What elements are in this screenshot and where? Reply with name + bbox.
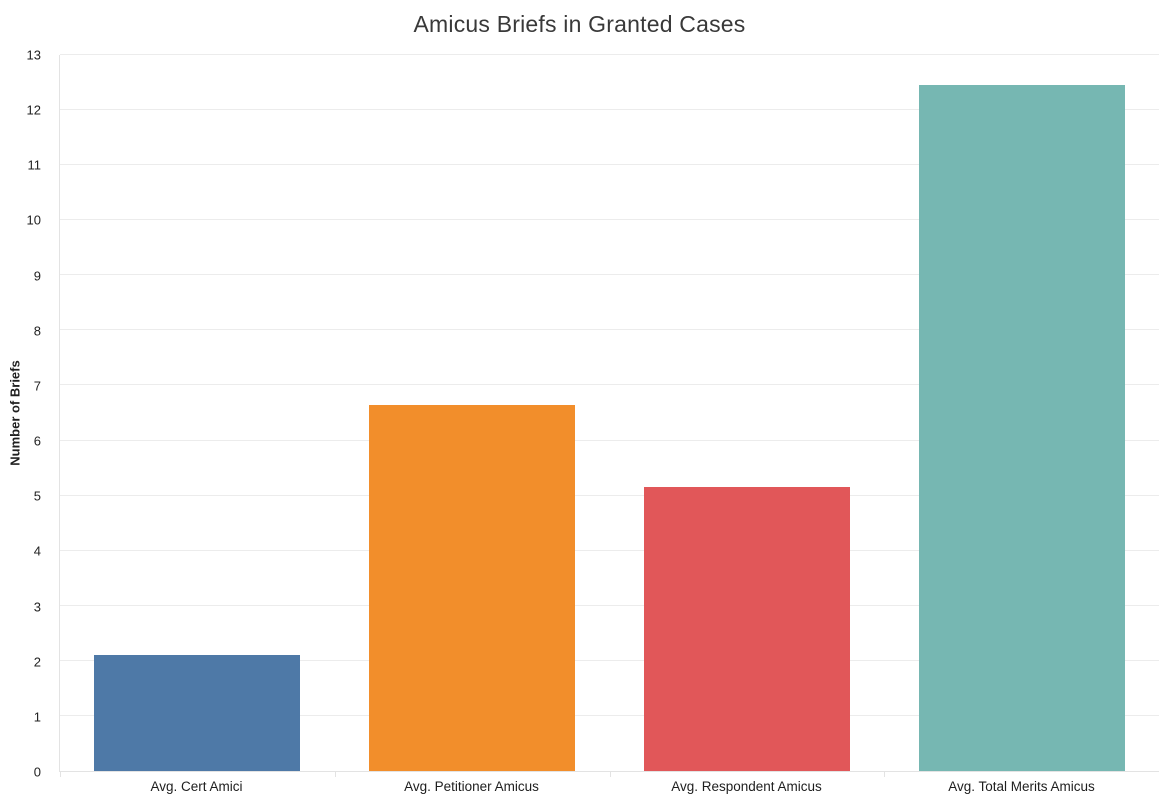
gridline-y-9 <box>60 274 1159 276</box>
gridline-y-13 <box>60 54 1159 55</box>
x-axis-tick <box>334 771 336 777</box>
bar-avg-cert-amici <box>94 655 301 771</box>
gridline-y-1 <box>60 714 1159 716</box>
y-tick-label-12: 12 <box>26 102 41 118</box>
gridline-y-2 <box>60 659 1159 661</box>
y-tick-label-10: 10 <box>26 212 41 228</box>
gridline-y-4 <box>60 549 1159 551</box>
x-category-label-avg-cert-amici: Avg. Cert Amici <box>150 779 243 794</box>
y-tick-label-3: 3 <box>33 599 41 615</box>
x-category-label-avg-total-merits-amicus: Avg. Total Merits Amicus <box>948 779 1095 794</box>
plot-area <box>59 54 1159 777</box>
gridline-y-12 <box>60 109 1159 111</box>
gridline-y-5 <box>60 494 1159 496</box>
bar-avg-total-merits-amicus <box>918 85 1125 771</box>
y-tick-label-8: 8 <box>33 323 41 339</box>
x-axis-category-labels: Avg. Cert Amici Avg. Petitioner Amicus Avg… <box>59 772 1159 804</box>
x-category-label-avg-petitioner-amicus: Avg. Petitioner Amicus <box>404 779 539 794</box>
y-tick-label-2: 2 <box>33 654 41 670</box>
y-tick-label-4: 4 <box>33 543 41 559</box>
gridline-y-8 <box>60 329 1159 331</box>
gridline-y-3 <box>60 604 1159 606</box>
y-axis-tick-labels: 0 1 2 3 4 5 6 7 8 9 10 11 12 13 <box>0 49 50 779</box>
gridline-y-7 <box>60 384 1159 386</box>
x-category-label-avg-respondent-amicus: Avg. Respondent Amicus <box>671 779 822 794</box>
y-tick-label-13: 13 <box>26 47 41 63</box>
gridline-y-10 <box>60 219 1159 221</box>
y-tick-label-5: 5 <box>33 488 41 504</box>
y-tick-label-6: 6 <box>33 433 41 449</box>
bar-avg-respondent-amicus <box>643 487 850 771</box>
x-axis-tick <box>609 771 611 777</box>
y-tick-label-1: 1 <box>33 709 41 725</box>
x-axis-tick <box>60 771 61 777</box>
chart-title: Amicus Briefs in Granted Cases <box>413 11 746 37</box>
y-tick-label-7: 7 <box>33 378 41 394</box>
y-tick-label-9: 9 <box>33 268 41 284</box>
y-tick-label-0: 0 <box>33 764 41 780</box>
x-axis-tick <box>884 771 886 777</box>
gridline-y-6 <box>60 439 1159 441</box>
bar-avg-petitioner-amicus <box>369 404 576 771</box>
y-tick-label-11: 11 <box>27 157 42 173</box>
gridline-y-11 <box>60 164 1159 166</box>
